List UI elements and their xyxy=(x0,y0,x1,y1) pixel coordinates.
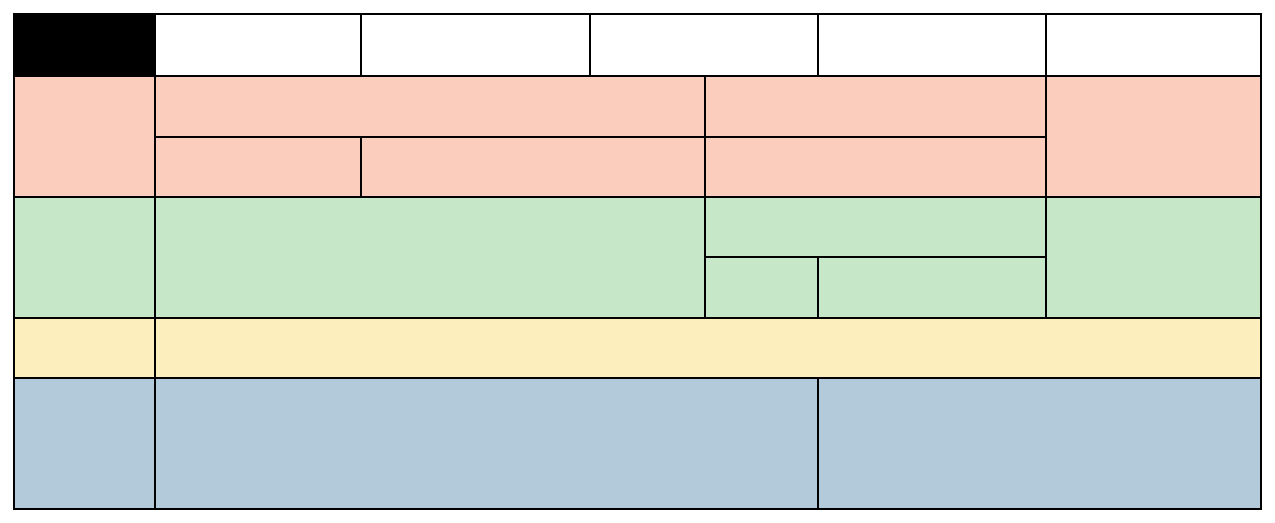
header-cell xyxy=(154,13,362,77)
cell xyxy=(817,256,1047,319)
row-label-cell xyxy=(13,196,156,319)
corner-cell xyxy=(13,13,156,77)
header-cell xyxy=(1045,13,1262,77)
row-label-cell xyxy=(13,377,156,510)
cell xyxy=(1045,75,1262,198)
cell xyxy=(154,196,706,319)
cell xyxy=(154,377,819,510)
row-label-cell xyxy=(13,317,156,379)
cell xyxy=(154,136,362,198)
row-label-cell xyxy=(13,75,156,198)
cell xyxy=(817,377,1262,510)
cell xyxy=(704,256,819,319)
cell xyxy=(704,136,1047,198)
cell xyxy=(704,75,1047,138)
cell xyxy=(154,317,1262,379)
cell xyxy=(360,136,706,198)
header-cell xyxy=(360,13,591,77)
cell xyxy=(154,75,706,138)
header-cell xyxy=(817,13,1047,77)
header-cell xyxy=(589,13,819,77)
cell xyxy=(704,196,1047,258)
cell xyxy=(1045,196,1262,319)
